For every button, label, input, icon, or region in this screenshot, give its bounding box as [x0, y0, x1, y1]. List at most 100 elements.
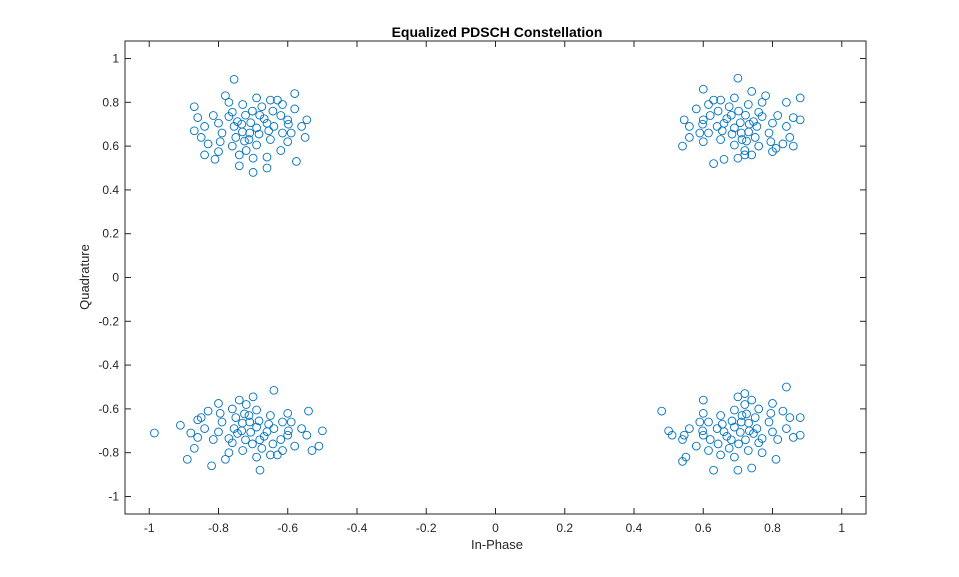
- y-axis-title: Quadrature: [77, 244, 92, 310]
- data-point: [268, 106, 278, 116]
- data-point: [278, 128, 287, 138]
- data-point: [286, 417, 296, 427]
- data-point: [269, 424, 279, 433]
- data-point: [248, 153, 258, 163]
- data-point: [795, 413, 805, 422]
- data-point: [757, 97, 767, 107]
- data-point: [227, 404, 237, 414]
- data-point: [193, 113, 203, 122]
- data-point: [248, 106, 257, 116]
- data-point: [229, 74, 239, 84]
- data-point: [785, 133, 795, 142]
- data-point: [737, 411, 747, 420]
- data-point: [709, 159, 718, 168]
- data-point: [771, 454, 781, 464]
- data-point: [264, 126, 274, 136]
- data-point: [716, 135, 725, 144]
- data-point: [176, 420, 185, 430]
- data-point: [740, 150, 750, 160]
- data-point: [785, 413, 795, 422]
- data-point: [730, 140, 739, 150]
- data-point: [727, 416, 737, 426]
- data-point: [307, 446, 317, 455]
- data-point: [782, 122, 791, 131]
- data-point: [240, 409, 249, 419]
- plot-area: -1 -0.8 -0.6 -0.4 -0.2 0 0.2 0.4 0.6 0.8 1 -1 -0.8 -0…: [98, 40, 867, 535]
- data-point: [713, 439, 723, 449]
- data-point: [266, 95, 275, 105]
- data-point: [227, 107, 237, 117]
- data-point: [302, 430, 312, 440]
- data-point: [741, 110, 750, 120]
- data-point: [681, 452, 691, 462]
- data-point: [716, 450, 725, 460]
- data-point: [667, 430, 677, 440]
- data-point: [698, 426, 707, 436]
- data-point: [713, 106, 723, 116]
- x-tick-label: -0.8: [208, 521, 229, 535]
- x-tick-label: 0: [492, 521, 499, 535]
- x-tick-label: 0.2: [556, 521, 573, 535]
- data-point: [782, 97, 791, 107]
- data-point: [698, 430, 708, 440]
- data-point: [773, 435, 783, 444]
- data-point: [234, 161, 244, 171]
- data-point: [754, 141, 764, 151]
- data-point: [240, 136, 249, 146]
- data-point: [200, 424, 209, 433]
- data-point: [186, 428, 196, 438]
- data-point: [300, 133, 310, 142]
- data-point: [196, 133, 206, 142]
- data-point: [241, 110, 250, 120]
- data-point: [269, 122, 279, 131]
- data-point: [248, 168, 258, 177]
- data-point: [754, 404, 764, 414]
- data-point: [245, 417, 255, 427]
- data-point: [741, 435, 750, 445]
- data-point: [286, 128, 296, 138]
- data-point: [297, 424, 306, 433]
- data-point: [747, 463, 757, 473]
- data-point: [237, 426, 247, 436]
- data-point: [252, 93, 261, 103]
- x-tick-label: 0.8: [764, 521, 781, 535]
- y-tick-label: 0.2: [102, 227, 119, 241]
- data-point: [716, 411, 725, 420]
- data-point: [754, 438, 764, 448]
- data-point: [712, 424, 722, 433]
- data-point: [290, 89, 300, 98]
- data-point: [234, 395, 244, 405]
- y-tick-label: -0.6: [98, 402, 119, 416]
- data-point: [221, 454, 230, 464]
- data-point: [214, 427, 223, 437]
- data-point: [252, 140, 261, 150]
- data-point: [740, 400, 750, 409]
- data-point: [276, 146, 286, 155]
- x-tick-label: -1: [144, 521, 155, 535]
- data-point: [255, 435, 265, 445]
- x-tick-label: -0.6: [277, 521, 298, 535]
- data-point: [283, 408, 293, 418]
- data-point: [782, 382, 791, 392]
- data-point: [730, 93, 739, 103]
- data-point: [273, 450, 282, 460]
- x-tick-label: 0.6: [695, 521, 712, 535]
- data-point: [744, 426, 754, 436]
- x-tick-label: 1: [838, 521, 845, 535]
- data-point: [742, 136, 751, 146]
- data-point: [717, 419, 727, 429]
- data-point: [297, 122, 306, 131]
- data-point: [735, 118, 745, 128]
- data-point: [734, 106, 743, 116]
- data-point: [724, 443, 734, 453]
- data-point: [283, 430, 293, 440]
- data-point: [266, 450, 275, 460]
- y-tick-label: -0.2: [98, 314, 119, 328]
- data-point: [736, 128, 746, 138]
- data-point: [241, 435, 250, 445]
- data-point: [238, 446, 248, 455]
- data-point: [214, 118, 223, 128]
- data-point: [246, 118, 256, 128]
- data-point: [719, 154, 729, 164]
